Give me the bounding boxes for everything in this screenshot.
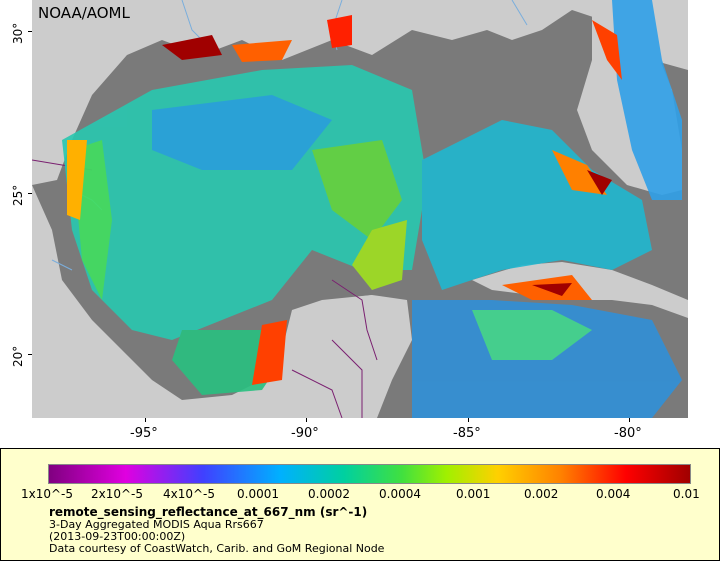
- dataset-time: (2013-09-23T00:00:00Z): [49, 530, 186, 543]
- map-credit: NOAA/AOML: [38, 4, 130, 22]
- variable-title: remote_sensing_reflectance_at_667_nm (sr…: [49, 505, 368, 519]
- lon-tick-85: -85°: [453, 426, 481, 441]
- lon-tick-95: -95°: [130, 426, 158, 441]
- dataset-credit: Data courtesy of CoastWatch, Carib. and …: [49, 542, 385, 555]
- colorbar-label-6: 0.001: [456, 487, 491, 501]
- colorbar-label-8: 0.004: [596, 487, 631, 501]
- lon-tick-90: -90°: [291, 426, 319, 441]
- colorbar-label-4: 0.0002: [308, 487, 350, 501]
- legend-panel: 1x10^-5 2x10^-5 4x10^-5 0.0001 0.0002 0.…: [0, 448, 720, 561]
- lat-tick-25: 25°: [11, 184, 25, 206]
- dataset-name: 3-Day Aggregated MODIS Aqua Rrs667: [49, 518, 264, 531]
- colorbar-label-1: 2x10^-5: [91, 487, 144, 501]
- colorbar-label-2: 4x10^-5: [163, 487, 216, 501]
- colorbar-label-0: 1x10^-5: [21, 487, 74, 501]
- lon-tick-80: -80°: [614, 426, 642, 441]
- lat-tick-20: 20°: [11, 345, 25, 367]
- lon-tickmark-90: [306, 418, 307, 422]
- lat-tickmark-30: [28, 31, 32, 32]
- map-frame: NOAA/AOML 30° 25° 20° -95° -90° -85° -80…: [11, 0, 688, 441]
- lat-tick-30: 30°: [11, 22, 25, 44]
- lon-tickmark-80: [629, 418, 630, 422]
- map-graphic: [32, 0, 688, 418]
- coastal-hotspots: [67, 15, 622, 385]
- colorbar: [48, 464, 691, 484]
- map-area[interactable]: NOAA/AOML: [32, 0, 688, 418]
- colorbar-label-5: 0.0004: [379, 487, 421, 501]
- data-field: [62, 0, 682, 418]
- lat-tickmark-20: [28, 354, 32, 355]
- lon-tickmark-85: [468, 418, 469, 422]
- lat-tickmark-25: [28, 193, 32, 194]
- lon-tickmark-95: [145, 418, 146, 422]
- colorbar-label-7: 0.002: [524, 487, 559, 501]
- colorbar-label-3: 0.0001: [237, 487, 279, 501]
- colorbar-label-9: 0.01: [673, 487, 700, 501]
